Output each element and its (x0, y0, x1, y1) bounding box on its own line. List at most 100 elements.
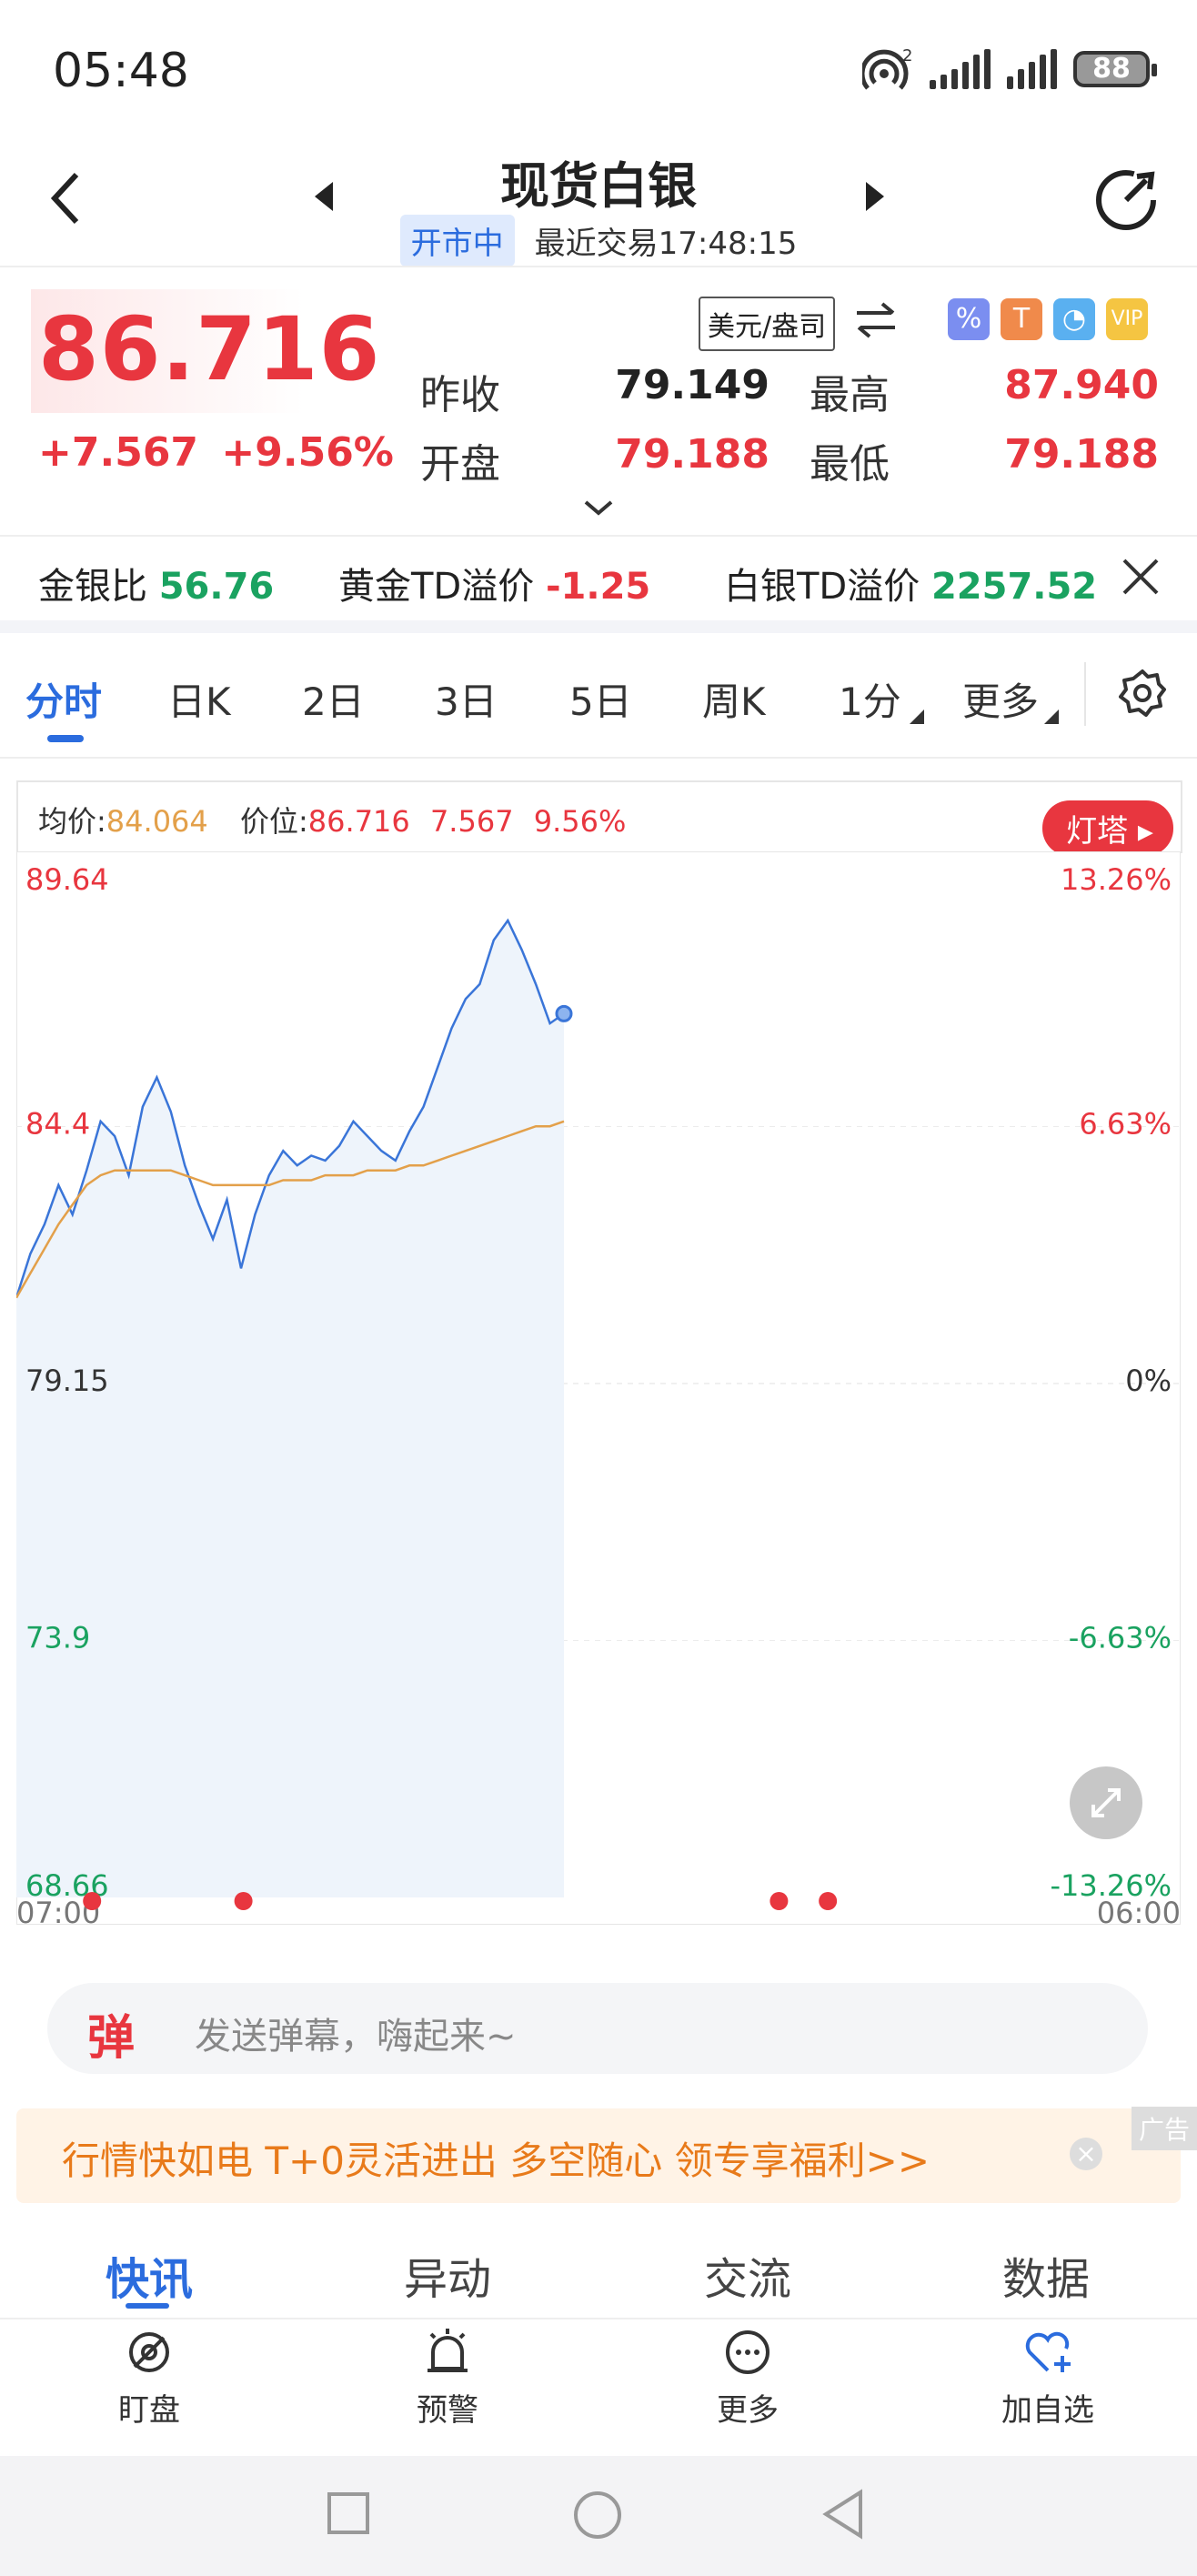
tab-weekly-k[interactable]: 周K (702, 679, 766, 724)
current-price-dot (555, 1004, 573, 1022)
ad-text[interactable]: 行情快如电 T+0灵活进出 多空随心 领专享福利>> (62, 2138, 930, 2183)
unit-selector[interactable]: 美元/盎司 (699, 297, 836, 351)
battery-icon: 88 (1073, 51, 1157, 87)
ad-tag: 广告 (1131, 2107, 1197, 2150)
news-tab-discuss[interactable]: 交流 (704, 2254, 792, 2305)
tab-5day[interactable]: 5日 (569, 679, 632, 724)
last-trade-time: 最近交易17:48:15 (534, 226, 798, 262)
market-status-row: 开市中 最近交易17:48:15 (0, 215, 1197, 267)
danmu-input[interactable] (47, 1983, 1148, 2074)
vip-icon[interactable]: VIP (1106, 298, 1148, 340)
high-value: 87.940 (1004, 362, 1159, 408)
avg-price-line (16, 1120, 565, 1299)
expand-icon (1091, 1788, 1121, 1817)
tab-2day[interactable]: 2日 (302, 679, 365, 724)
refresh-icon[interactable] (1091, 164, 1161, 233)
avg-price: 均价:84.064 (38, 804, 208, 839)
tab-daily-k[interactable]: 日K (167, 679, 231, 724)
y-pct-tick-label: -6.63% (1069, 1621, 1172, 1655)
divider (0, 757, 1197, 759)
swap-icon[interactable] (855, 300, 897, 340)
recent-apps-icon[interactable] (326, 2490, 371, 2536)
danmu-placeholder: 发送弹幕，嗨起来~ (195, 2016, 517, 2058)
fullscreen-button[interactable] (1070, 1766, 1142, 1839)
bottom-toolbar (0, 2318, 1197, 2454)
ratio-silver-td: 白银TD溢价 2257.52 (724, 566, 1098, 608)
tab-1min[interactable]: 1分 (839, 679, 901, 724)
y-tick-label: 79.15 (25, 1363, 109, 1398)
chart-info-bar: 均价:84.064 价位:86.716 7.567 9.56% (16, 780, 1182, 853)
y-pct-tick-label: -13.26% (1050, 1868, 1172, 1903)
event-marker[interactable] (770, 1892, 789, 1910)
more-button[interactable]: 更多 (657, 2325, 839, 2430)
prev-close-label: 昨收 (420, 372, 500, 418)
price-chart[interactable]: 89.64 13.26%84.4 6.63%79.15 0%73.9 -6.63%68.… (16, 851, 1181, 1925)
ratio-gold-td: 黄金TD溢价 -1.25 (338, 566, 651, 608)
tab-more[interactable]: 更多 (962, 679, 1040, 724)
eye-off-icon (129, 2332, 169, 2372)
back-nav-icon[interactable] (820, 2489, 866, 2540)
event-marker[interactable] (819, 1892, 838, 1910)
ratio-bar: 金银比 56.76 黄金TD溢价 -1.25 白银TD溢价 2257.52 (0, 535, 1197, 633)
price-change: +7.567 +9.56% (38, 429, 394, 476)
hotspot-icon: 2 (862, 46, 912, 90)
watch-button[interactable]: 盯盘 (58, 2325, 240, 2430)
event-marker[interactable] (234, 1892, 253, 1910)
more-icon (726, 2330, 770, 2374)
next-instrument-icon[interactable] (862, 180, 886, 213)
close-icon[interactable] (1121, 557, 1161, 597)
tab-3day[interactable]: 3日 (435, 679, 498, 724)
settings-icon[interactable] (1117, 668, 1168, 719)
pie-icon[interactable]: ◔ (1053, 298, 1095, 340)
ratio-gold-silver: 金银比 56.76 (38, 566, 275, 608)
alarm-icon (428, 2329, 468, 2372)
event-marker[interactable] (83, 1892, 102, 1910)
expand-quote-icon[interactable] (582, 498, 615, 517)
ad-banner[interactable] (16, 2108, 1181, 2203)
prev-instrument-icon[interactable] (313, 180, 337, 213)
status-icons: 2 88 (862, 42, 1157, 96)
y-tick-label: 84.4 (25, 1107, 90, 1142)
high-label: 最高 (810, 372, 890, 418)
news-tab-flash[interactable]: 快讯 (106, 2254, 194, 2305)
divider (0, 266, 1197, 267)
x-tick-label: 06:00 (1097, 1896, 1181, 1925)
y-tick-label: 89.64 (25, 862, 109, 897)
danmu-icon: 弹 (87, 2011, 136, 2066)
news-tab-movement[interactable]: 异动 (404, 2254, 492, 2305)
tab-intraday[interactable]: 分时 (25, 679, 103, 724)
divider (1084, 662, 1086, 726)
tab-active-indicator (47, 735, 84, 742)
add-watchlist-button[interactable]: 加自选 (957, 2325, 1139, 2430)
market-status-badge: 开市中 (399, 215, 515, 267)
prev-close-value: 79.149 (615, 362, 770, 408)
percent-icon[interactable]: % (948, 298, 990, 340)
price-line (16, 918, 565, 1299)
signal-icon (930, 49, 991, 89)
status-time: 05:48 (53, 44, 189, 98)
tool-icons: % T ◔ VIP (948, 298, 1148, 340)
tower-icon[interactable]: T (1001, 298, 1042, 340)
lighthouse-button[interactable]: 灯塔 ▸ (1042, 800, 1173, 856)
open-label: 开盘 (420, 441, 500, 488)
heart-plus-icon (1025, 2331, 1071, 2372)
current-price: 86.716 (31, 289, 379, 413)
open-value: 79.188 (615, 431, 770, 478)
alert-button[interactable]: 预警 (357, 2325, 538, 2430)
system-nav-bar (0, 2456, 1197, 2576)
dropdown-corner-icon (1044, 709, 1059, 724)
page-title: 现货白银 (500, 157, 697, 215)
home-icon[interactable] (571, 2489, 624, 2541)
y-pct-tick-label: 6.63% (1079, 1107, 1172, 1142)
news-tab-indicator (126, 2303, 169, 2309)
dropdown-corner-icon (910, 709, 924, 724)
ad-close-button[interactable]: × (1070, 2138, 1102, 2170)
low-label: 最低 (810, 441, 890, 488)
y-tick-label: 73.9 (25, 1621, 90, 1655)
back-icon[interactable] (47, 171, 84, 226)
y-pct-tick-label: 13.26% (1061, 862, 1172, 897)
price-info: 价位:86.716 7.567 9.56% (240, 804, 627, 839)
news-tab-data[interactable]: 数据 (1002, 2254, 1091, 2305)
svg-text:2: 2 (902, 46, 912, 65)
signal-icon-2 (1007, 49, 1057, 89)
